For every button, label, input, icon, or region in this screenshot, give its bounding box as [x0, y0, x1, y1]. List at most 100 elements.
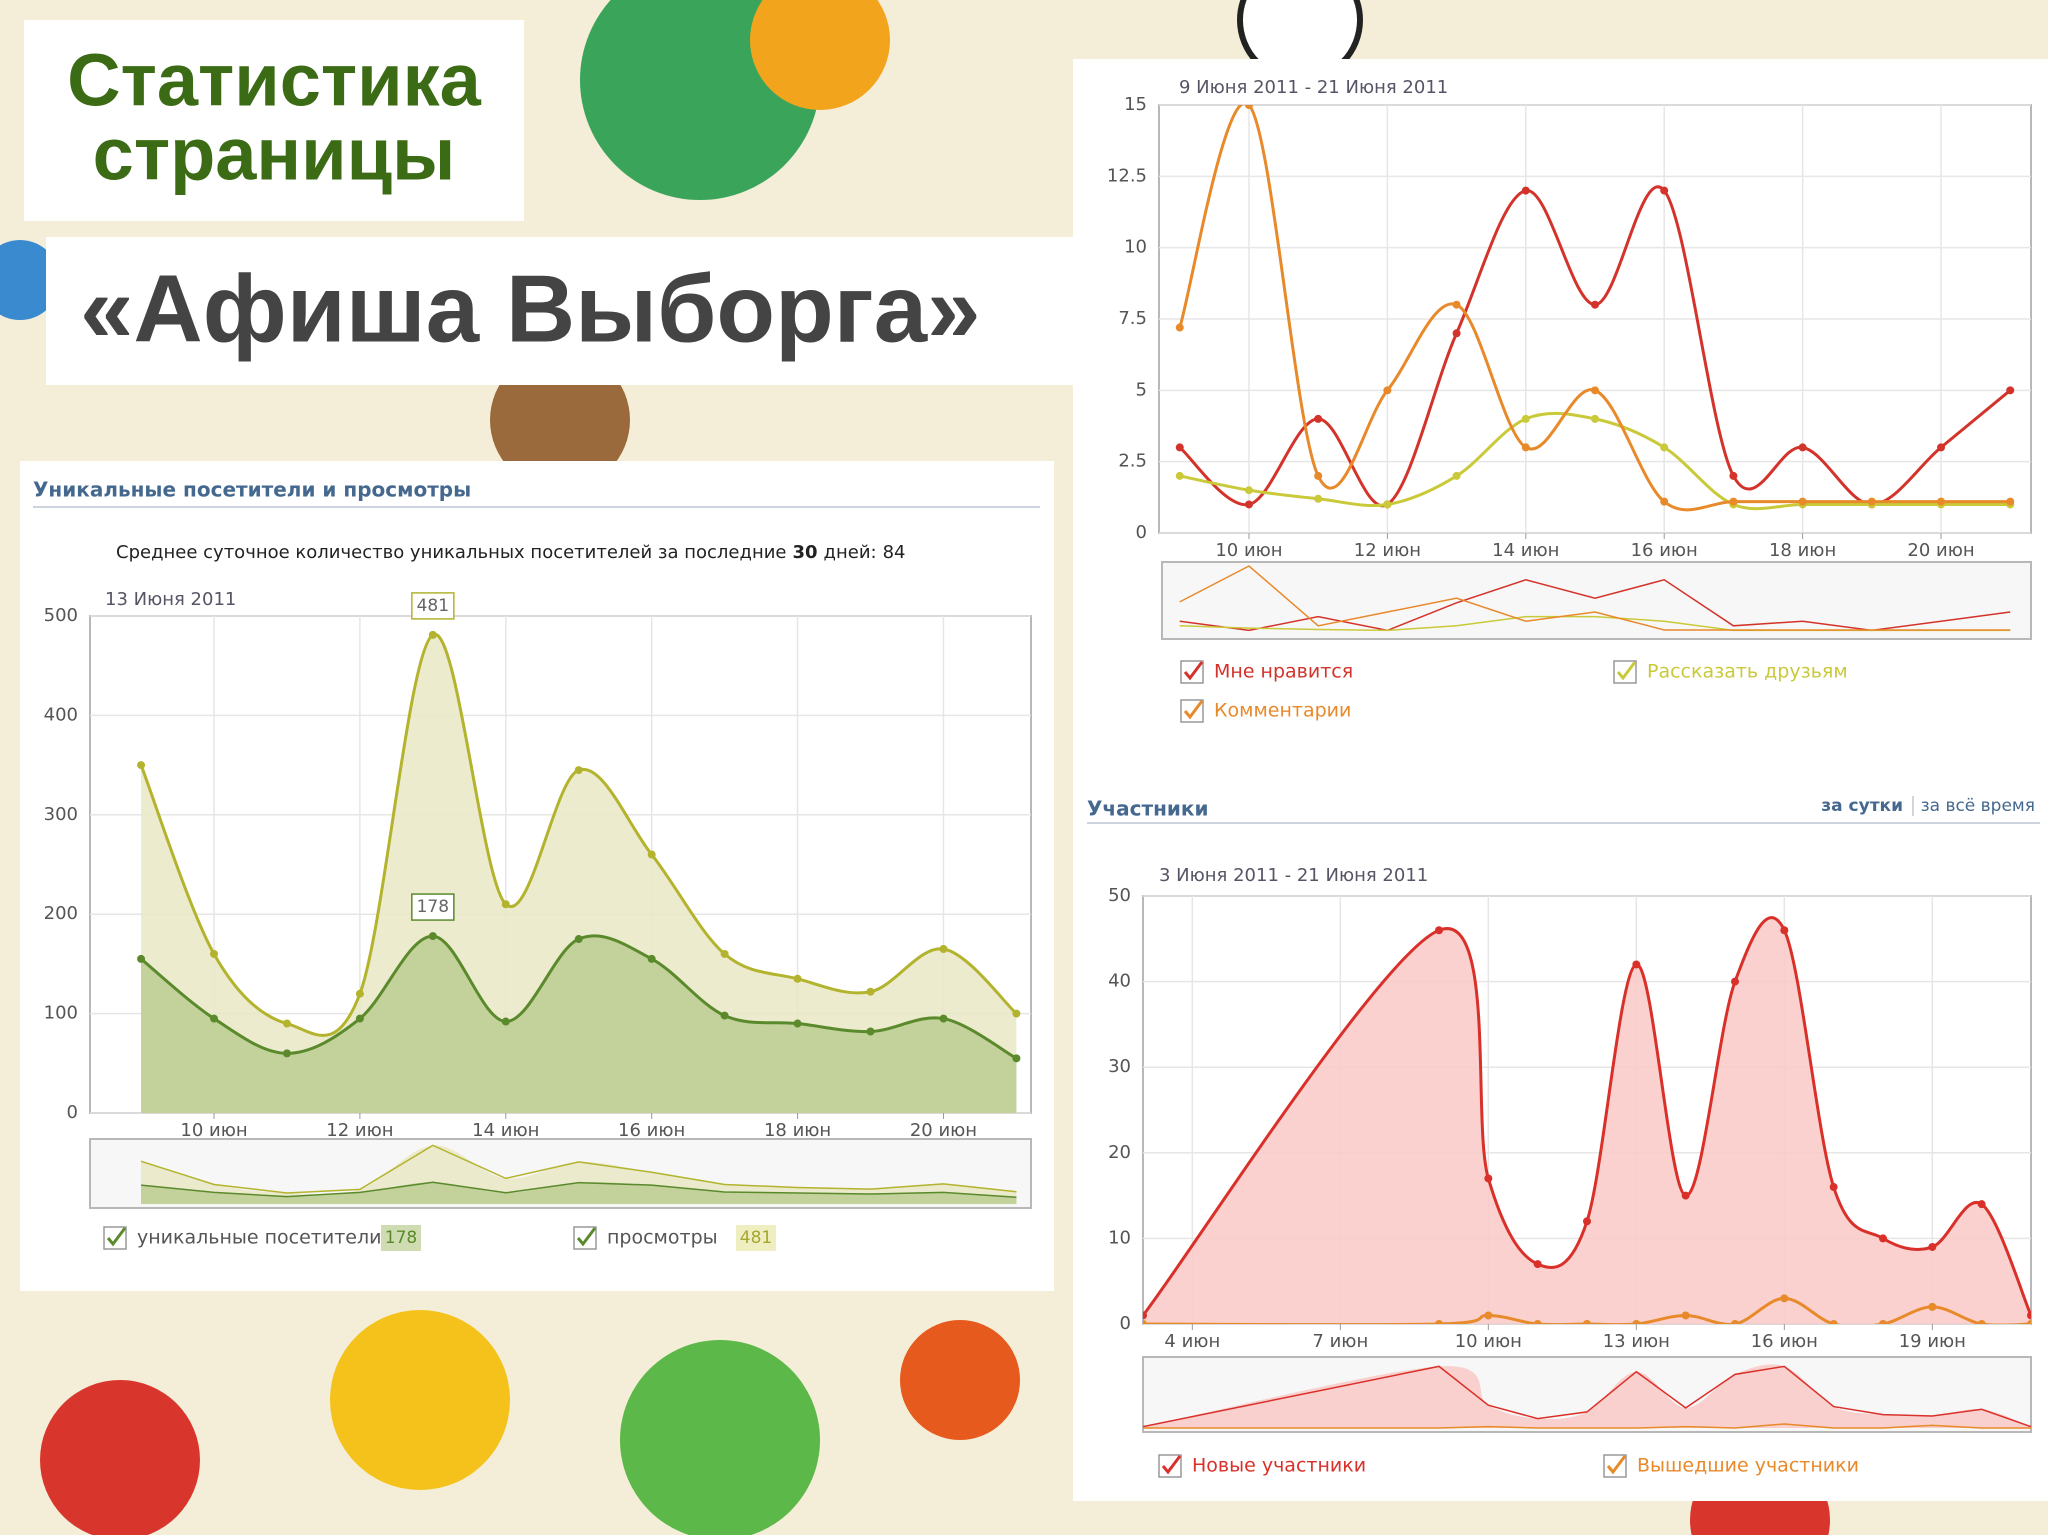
point	[1731, 1320, 1739, 1324]
legend-label: Вышедшие участники	[1637, 1455, 1859, 1477]
y-tick-label: 0	[67, 1102, 78, 1123]
point	[1977, 1200, 1986, 1209]
point	[1452, 300, 1461, 309]
point	[1244, 500, 1253, 509]
tab[interactable]: за всё время	[1921, 796, 2035, 816]
point	[1591, 386, 1599, 395]
series-layer	[1175, 105, 2015, 512]
point	[428, 932, 437, 941]
y-tick-label: 50	[1108, 885, 1131, 906]
y-tick-label: 40	[1108, 971, 1131, 992]
area	[141, 935, 1017, 1113]
legend-value: 481	[740, 1228, 772, 1248]
data-label: 178	[417, 897, 449, 917]
legend-label: Новые участники	[1192, 1455, 1366, 1477]
point	[793, 1019, 802, 1028]
point	[1829, 1183, 1838, 1192]
series-layer	[137, 630, 1021, 1113]
point	[1591, 300, 1599, 309]
point	[1314, 414, 1323, 423]
legend-check	[1183, 700, 1204, 720]
subtitle: «Афиша Выборга»	[80, 255, 980, 362]
legend-label: Рассказать друзьям	[1647, 661, 1848, 683]
point	[1175, 471, 1184, 480]
point	[2006, 497, 2015, 506]
y-tick-label: 30	[1108, 1056, 1131, 1077]
x-tick-label: 7 июн	[1312, 1331, 1368, 1352]
x-tick-label: 20 июн	[910, 1120, 977, 1141]
point	[939, 1014, 948, 1023]
tab[interactable]: за сутки	[1821, 796, 1903, 816]
point	[1383, 386, 1392, 395]
legend-value-box	[381, 1225, 421, 1251]
chart-title: Уникальные посетители и просмотры	[33, 478, 471, 502]
area	[141, 634, 1017, 1113]
point	[1521, 186, 1530, 195]
point	[1435, 1320, 1443, 1324]
legend-label: просмотры	[607, 1227, 718, 1249]
note-part: 30	[792, 542, 817, 563]
point	[1729, 471, 1738, 480]
note-part: Среднее суточное количество уникальных п…	[116, 542, 786, 563]
y-tick-label: 300	[44, 804, 78, 825]
title: Статистика	[67, 39, 481, 122]
point	[137, 761, 146, 770]
point	[1867, 497, 1876, 506]
date-label: 3 Июня 2011 - 21 Июня 2011	[1159, 865, 1428, 886]
point	[1780, 926, 1789, 935]
point	[1780, 1294, 1789, 1303]
x-tick-label: 14 июн	[1492, 540, 1559, 561]
point	[1879, 1320, 1887, 1324]
y-tick-label: 500	[44, 605, 78, 626]
x-tick-label: 16 июн	[1751, 1331, 1818, 1352]
series-layer	[1143, 916, 2031, 1324]
data-label-box	[411, 592, 455, 620]
note: Среднее суточное количество уникальных п…	[116, 542, 906, 563]
point	[1521, 414, 1530, 423]
x-tick-label: 19 июн	[1899, 1331, 1966, 1352]
point	[1244, 486, 1253, 495]
x-tick-label: 16 июн	[618, 1120, 685, 1141]
point	[282, 1019, 291, 1028]
legend-label: Мне нравится	[1214, 661, 1353, 683]
point	[647, 850, 656, 859]
point	[1484, 1174, 1493, 1183]
point	[647, 954, 656, 963]
point	[1533, 1320, 1542, 1324]
x-tick-label: 12 июн	[1354, 540, 1421, 561]
point	[1660, 443, 1669, 452]
y-tick-label: 200	[44, 903, 78, 924]
point	[1928, 1302, 1937, 1311]
x-tick-label: 16 июн	[1631, 540, 1698, 561]
point	[1452, 329, 1461, 338]
line	[1178, 105, 2011, 512]
data-label-box	[411, 893, 455, 921]
y-tick-label: 400	[44, 704, 78, 725]
navigator-line	[1179, 565, 2011, 631]
legend-value-box	[736, 1225, 776, 1251]
point	[1937, 497, 1946, 506]
point	[1632, 960, 1641, 969]
point	[210, 949, 219, 958]
legend-label: Комментарии	[1214, 700, 1351, 722]
point	[793, 974, 802, 983]
date-label: 13 Июня 2011	[105, 589, 236, 610]
y-tick-label: 5	[1136, 379, 1147, 400]
title-box	[24, 20, 524, 221]
navigator	[1161, 561, 2032, 640]
point	[1583, 1217, 1591, 1226]
point	[1977, 1320, 1986, 1324]
point	[1521, 443, 1530, 452]
area	[1143, 917, 2031, 1324]
point	[1314, 494, 1323, 503]
y-tick-label: 10	[1124, 237, 1147, 258]
point	[574, 766, 583, 775]
x-tick-label: 10 июн	[1215, 540, 1282, 561]
point	[1660, 186, 1669, 195]
y-tick-label: 0	[1120, 1313, 1131, 1334]
x-tick-label: 13 июн	[1603, 1331, 1670, 1352]
x-tick-label: 14 июн	[472, 1120, 539, 1141]
point	[1383, 500, 1392, 509]
x-tick-label: 4 июн	[1164, 1331, 1220, 1352]
y-tick-label: 10	[1108, 1227, 1131, 1248]
